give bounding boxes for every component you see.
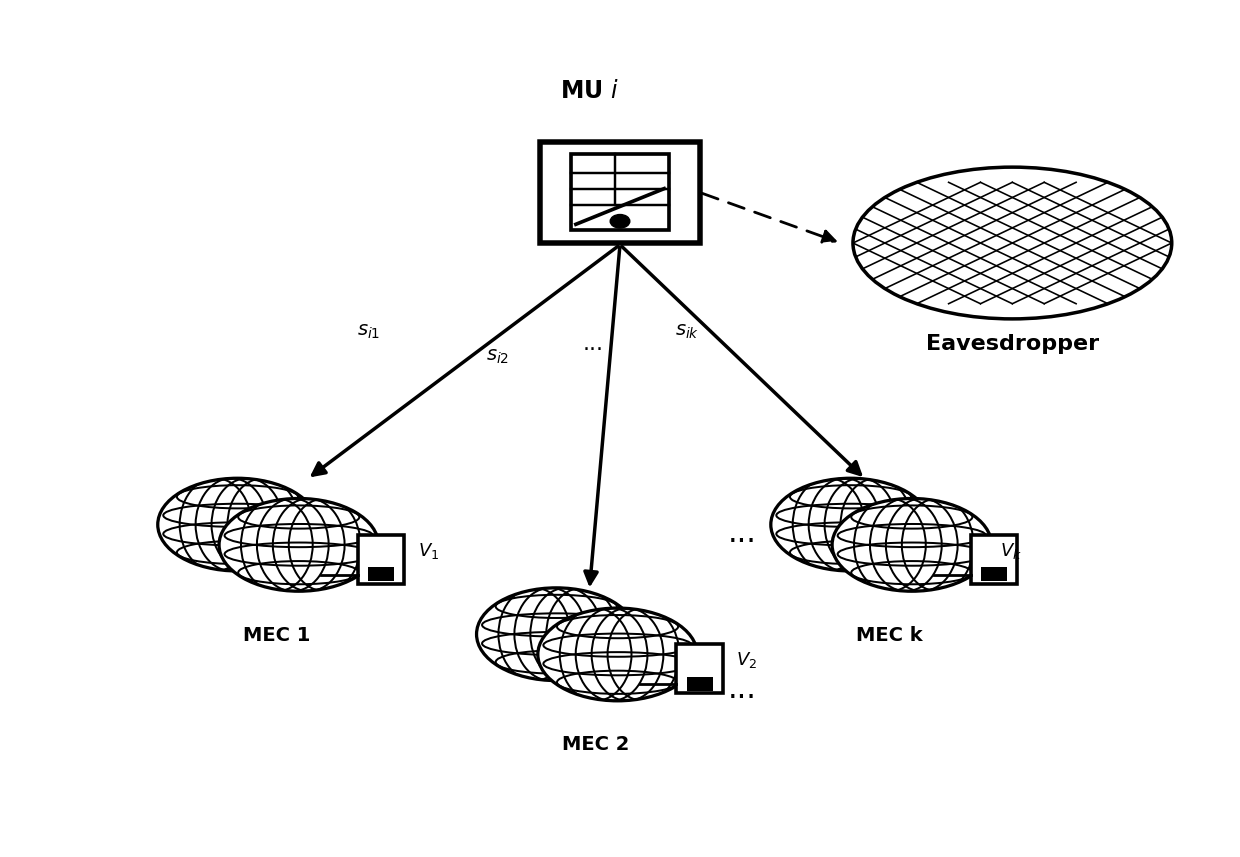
Text: ...: ... (728, 675, 758, 704)
Text: MEC 1: MEC 1 (243, 626, 310, 644)
Circle shape (610, 214, 630, 228)
Text: $s_{ik}$: $s_{ik}$ (676, 322, 699, 341)
Ellipse shape (771, 478, 930, 571)
Ellipse shape (538, 608, 697, 701)
FancyBboxPatch shape (357, 535, 404, 584)
Text: $s_{i1}$: $s_{i1}$ (357, 322, 381, 341)
FancyBboxPatch shape (687, 677, 713, 691)
Ellipse shape (476, 588, 636, 680)
FancyBboxPatch shape (368, 567, 394, 581)
Text: $V_k$: $V_k$ (1001, 541, 1022, 560)
Text: Eavesdropper: Eavesdropper (926, 334, 1099, 354)
Ellipse shape (832, 499, 992, 591)
Text: $s_{i2}$: $s_{i2}$ (486, 347, 508, 366)
Text: MU $i$: MU $i$ (559, 79, 619, 103)
Ellipse shape (853, 167, 1172, 319)
Text: $V_2$: $V_2$ (737, 650, 758, 670)
Text: MEC 2: MEC 2 (562, 735, 629, 754)
FancyBboxPatch shape (981, 567, 1007, 581)
Ellipse shape (219, 499, 378, 591)
Text: ...: ... (728, 519, 758, 548)
FancyBboxPatch shape (570, 154, 670, 231)
Ellipse shape (157, 478, 317, 571)
FancyBboxPatch shape (541, 142, 699, 243)
Text: ...: ... (583, 334, 604, 354)
Text: $V_1$: $V_1$ (418, 541, 439, 560)
Text: MEC k: MEC k (857, 626, 923, 644)
FancyBboxPatch shape (676, 644, 723, 693)
FancyBboxPatch shape (971, 535, 1017, 584)
